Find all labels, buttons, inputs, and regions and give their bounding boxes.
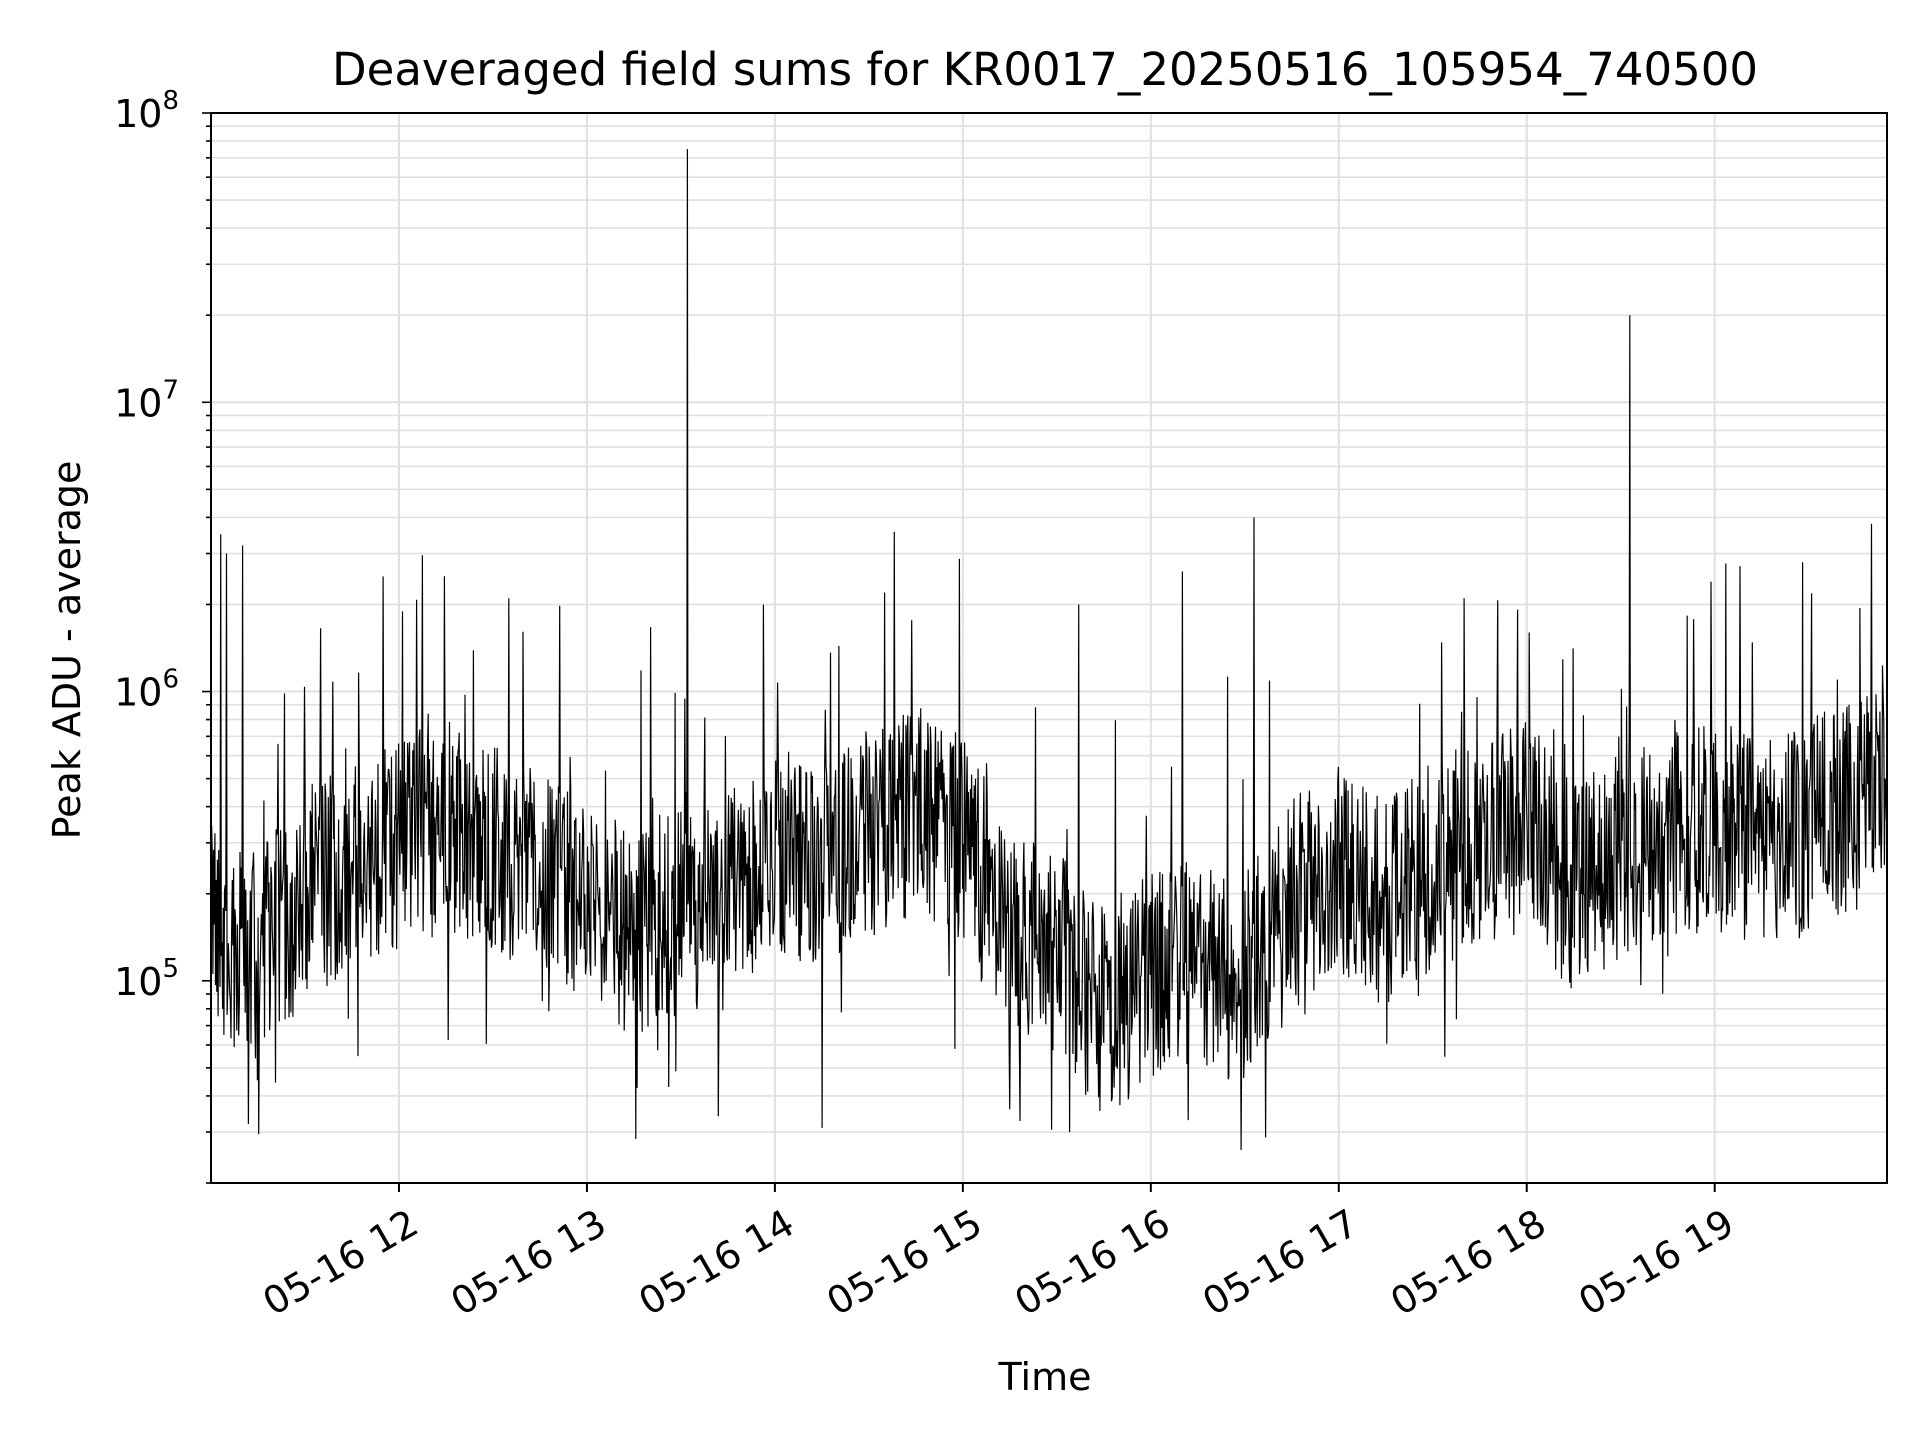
data-series-line — [210, 149, 1888, 1151]
y-tick-exponent: 6 — [162, 665, 179, 695]
y-tick-base: 10 — [114, 381, 162, 425]
y-tick-base: 10 — [114, 92, 162, 136]
y-tick-base: 10 — [114, 960, 162, 1004]
chart-title: Deaveraged field sums for KR0017_2025051… — [332, 43, 1758, 96]
y-tick-label: 105 — [114, 954, 179, 1004]
plot-frame — [210, 112, 1888, 1184]
y-tick-base: 10 — [114, 671, 162, 715]
y-tick-exponent: 7 — [162, 375, 179, 405]
x-axis-label: Time — [998, 1355, 1092, 1399]
y-tick-label: 107 — [114, 375, 179, 425]
data-layer — [210, 149, 1888, 1151]
y-tick-exponent: 8 — [162, 86, 179, 116]
y-axis-label: Peak ADU - average — [45, 461, 89, 840]
y-tick-label: 106 — [114, 665, 179, 715]
y-tick-exponent: 5 — [162, 954, 179, 984]
y-tick-label: 108 — [114, 86, 179, 136]
